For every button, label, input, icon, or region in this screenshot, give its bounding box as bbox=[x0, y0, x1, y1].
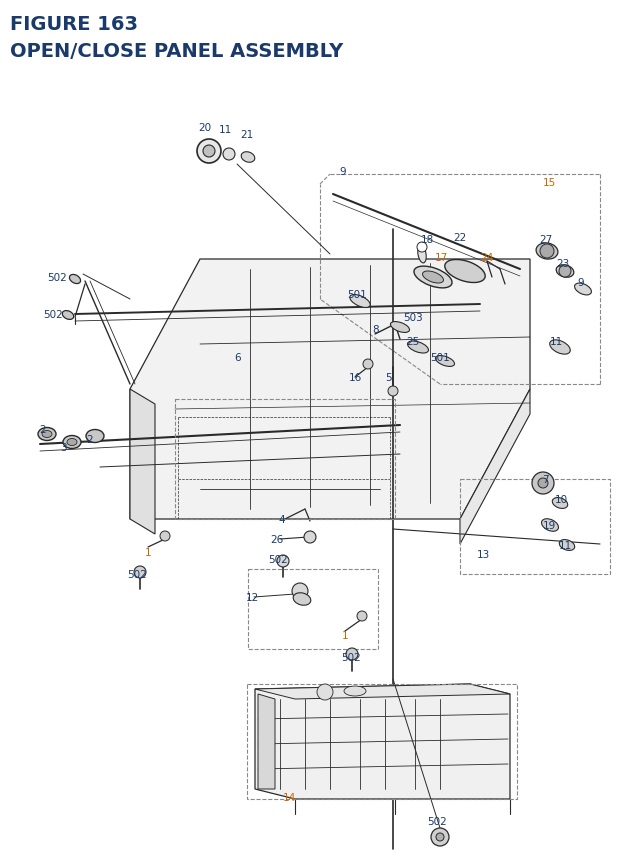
Text: 8: 8 bbox=[372, 325, 380, 335]
Text: 26: 26 bbox=[270, 535, 284, 544]
Text: 19: 19 bbox=[542, 520, 556, 530]
Text: 27: 27 bbox=[540, 235, 552, 245]
Text: 11: 11 bbox=[558, 541, 572, 550]
Text: 6: 6 bbox=[235, 353, 241, 362]
Text: OPEN/CLOSE PANEL ASSEMBLY: OPEN/CLOSE PANEL ASSEMBLY bbox=[10, 42, 343, 61]
Text: 5: 5 bbox=[386, 373, 392, 382]
Circle shape bbox=[203, 146, 215, 158]
Text: 3: 3 bbox=[60, 443, 67, 453]
Ellipse shape bbox=[536, 244, 558, 260]
Bar bbox=[175, 400, 395, 519]
Text: 501: 501 bbox=[347, 289, 367, 300]
Text: 22: 22 bbox=[453, 232, 467, 243]
Ellipse shape bbox=[390, 322, 410, 333]
Text: 21: 21 bbox=[241, 130, 253, 139]
Circle shape bbox=[317, 684, 333, 700]
Text: 4: 4 bbox=[278, 514, 285, 524]
Circle shape bbox=[357, 611, 367, 622]
Ellipse shape bbox=[414, 267, 452, 288]
Polygon shape bbox=[460, 389, 530, 544]
Ellipse shape bbox=[42, 431, 52, 438]
Text: 1: 1 bbox=[145, 548, 151, 557]
Text: 9: 9 bbox=[340, 167, 346, 177]
Text: 23: 23 bbox=[556, 258, 570, 269]
Polygon shape bbox=[258, 694, 275, 789]
Circle shape bbox=[417, 243, 427, 253]
Ellipse shape bbox=[552, 498, 568, 509]
Ellipse shape bbox=[550, 340, 570, 355]
Ellipse shape bbox=[38, 428, 56, 441]
Text: 10: 10 bbox=[554, 494, 568, 505]
Text: 501: 501 bbox=[430, 353, 450, 362]
Ellipse shape bbox=[62, 311, 74, 320]
Text: 1: 1 bbox=[342, 630, 348, 641]
Text: 20: 20 bbox=[198, 123, 212, 133]
Ellipse shape bbox=[541, 519, 559, 531]
Ellipse shape bbox=[63, 436, 81, 449]
Text: 18: 18 bbox=[420, 235, 434, 245]
Circle shape bbox=[538, 479, 548, 488]
Ellipse shape bbox=[559, 540, 575, 551]
Bar bbox=[247, 684, 517, 799]
Circle shape bbox=[292, 583, 308, 599]
Text: 7: 7 bbox=[541, 474, 548, 485]
Text: 13: 13 bbox=[476, 549, 490, 560]
Ellipse shape bbox=[67, 439, 77, 446]
Ellipse shape bbox=[241, 152, 255, 163]
Ellipse shape bbox=[344, 686, 366, 697]
Ellipse shape bbox=[556, 265, 574, 278]
Text: 503: 503 bbox=[403, 313, 423, 323]
Circle shape bbox=[388, 387, 398, 397]
Text: 24: 24 bbox=[481, 253, 493, 263]
Ellipse shape bbox=[293, 593, 311, 605]
Circle shape bbox=[346, 648, 358, 660]
Text: 11: 11 bbox=[218, 125, 232, 135]
Circle shape bbox=[436, 833, 444, 841]
Circle shape bbox=[277, 555, 289, 567]
Circle shape bbox=[134, 567, 146, 579]
Bar bbox=[460, 480, 610, 574]
Text: 502: 502 bbox=[341, 653, 361, 662]
Ellipse shape bbox=[69, 276, 81, 284]
Text: 502: 502 bbox=[47, 273, 67, 282]
Text: 14: 14 bbox=[282, 792, 296, 802]
Ellipse shape bbox=[422, 272, 444, 283]
Text: 9: 9 bbox=[578, 278, 584, 288]
Circle shape bbox=[559, 266, 571, 278]
Text: 25: 25 bbox=[406, 337, 420, 347]
Ellipse shape bbox=[86, 430, 104, 443]
Polygon shape bbox=[255, 684, 510, 799]
Text: 16: 16 bbox=[348, 373, 362, 382]
Text: 12: 12 bbox=[245, 592, 259, 603]
Text: 15: 15 bbox=[542, 177, 556, 188]
Polygon shape bbox=[130, 260, 530, 519]
Text: 11: 11 bbox=[549, 337, 563, 347]
Ellipse shape bbox=[575, 284, 591, 295]
Text: 502: 502 bbox=[43, 310, 63, 319]
Bar bbox=[248, 569, 378, 649]
Circle shape bbox=[532, 473, 554, 494]
Text: 502: 502 bbox=[127, 569, 147, 579]
Polygon shape bbox=[255, 684, 510, 699]
Ellipse shape bbox=[445, 260, 485, 283]
Ellipse shape bbox=[350, 295, 370, 308]
Circle shape bbox=[304, 531, 316, 543]
Text: FIGURE 163: FIGURE 163 bbox=[10, 15, 138, 34]
Circle shape bbox=[197, 139, 221, 164]
Circle shape bbox=[160, 531, 170, 542]
Text: 2: 2 bbox=[40, 424, 46, 435]
Ellipse shape bbox=[408, 342, 428, 354]
Ellipse shape bbox=[435, 356, 454, 367]
Ellipse shape bbox=[418, 246, 426, 263]
Circle shape bbox=[223, 149, 235, 161]
Text: 17: 17 bbox=[435, 253, 447, 263]
Circle shape bbox=[540, 245, 554, 258]
Circle shape bbox=[431, 828, 449, 846]
Polygon shape bbox=[130, 389, 155, 535]
Text: 502: 502 bbox=[427, 816, 447, 826]
Circle shape bbox=[363, 360, 373, 369]
Text: 502: 502 bbox=[268, 554, 288, 564]
Text: 2: 2 bbox=[86, 435, 93, 444]
